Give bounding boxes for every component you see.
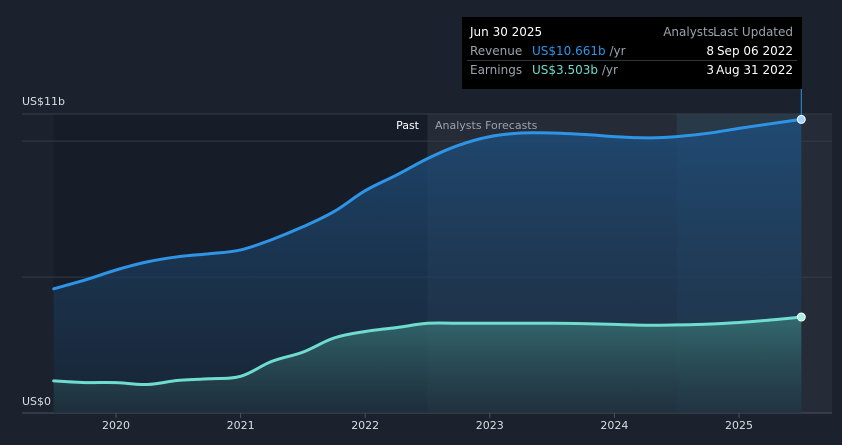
revenue-point-2 [114,268,119,273]
tooltip-card: Jun 30 2025 Analysts Last Updated Revenu… [462,17,802,89]
x-tick-label-2022: 2022 [351,419,379,432]
earnings-point-12 [425,321,430,326]
x-tick-label-2025: 2025 [725,419,753,432]
earnings-line [52,315,803,387]
tooltip-earnings-value-group: US$3.503b /yr [532,61,618,80]
revenue-line [52,117,803,291]
revenue-point-11 [394,173,399,178]
tooltip-revenue-updated: Sep 06 2022 [716,44,793,58]
revenue-point-13 [456,143,461,148]
forecast-label: Analysts Forecasts [435,119,538,132]
earnings-point-18 [612,322,617,327]
earnings-point-10 [363,329,368,334]
revenue-point-19 [643,135,648,140]
earnings-point-4 [176,378,181,383]
earnings-point-3 [145,382,150,387]
tooltip-divider [467,60,797,61]
revenue-point-18 [612,134,617,139]
earnings-point-16 [550,321,555,326]
earnings-point-21 [705,322,710,327]
tooltip-earnings-updated: Aug 31 2022 [716,63,793,77]
earnings-point-17 [581,321,586,326]
revenue-point-12 [425,156,430,161]
earnings-point-24[interactable] [796,312,806,322]
tooltip-earnings-unit: /yr [598,63,618,77]
revenue-point-21 [705,131,710,136]
tooltip-date: Jun 30 2025 [470,25,543,39]
earnings-point-1 [82,380,87,385]
revenue-point-14 [487,134,492,139]
revenue-point-9 [332,209,337,214]
revenue-point-6 [238,247,243,252]
earnings-point-15 [518,321,523,326]
earnings-point-5 [207,376,212,381]
y-tick-label-zero: US$0 [22,395,51,408]
revenue-point-4 [176,254,181,259]
revenue-point-10 [363,188,368,193]
tooltip-earnings-label: Earnings [470,63,523,77]
tooltip-revenue-value: US$10.661b [532,44,606,58]
earnings-point-11 [394,325,399,330]
y-tick-label-top: US$11b [22,95,65,108]
revenue-point-17 [581,132,586,137]
revenue-point-7 [269,237,274,242]
earnings-point-0 [51,378,56,383]
tooltip-revenue-analysts: 8 [706,44,714,58]
revenue-point-23 [768,121,773,126]
tooltip-earnings-analysts: 3 [706,63,714,77]
tooltip-updated-header: Last Updated [713,25,793,39]
past-label: Past [396,119,420,132]
x-tick-label-2020: 2020 [102,419,130,432]
tooltip-header-row: Jun 30 2025 Analysts Last Updated [462,23,802,42]
revenue-point-5 [207,251,212,256]
x-tick-label-2024: 2024 [600,419,628,432]
earnings-point-13 [456,321,461,326]
revenue-point-16 [550,131,555,136]
tooltip-earnings-row: Earnings US$3.503b /yr 3 Aug 31 2022 [462,61,802,80]
revenue-point-1 [82,278,87,283]
tooltip-analysts-header: Analysts [663,25,714,39]
revenue-point-0 [51,286,56,291]
x-tick-label-2021: 2021 [227,419,255,432]
tooltip-revenue-value-group: US$10.661b /yr [532,42,626,61]
earnings-point-2 [114,380,119,385]
revenue-point-3 [145,259,150,264]
earnings-point-23 [768,318,773,323]
earnings-point-20 [674,322,679,327]
revenue-point-22 [737,126,742,131]
revenue-point-24[interactable] [796,114,806,124]
earnings-area [53,317,802,413]
revenue-point-8 [300,224,305,229]
earnings-point-7 [269,359,274,364]
earnings-point-14 [487,321,492,326]
tooltip-revenue-unit: /yr [605,44,626,58]
earnings-point-19 [643,323,648,328]
revenue-point-20 [674,134,679,139]
earnings-point-9 [332,335,337,340]
x-tick-label-2023: 2023 [476,419,504,432]
tooltip-revenue-row: Revenue US$10.661b /yr 8 Sep 06 2022 [462,42,802,61]
earnings-point-8 [300,350,305,355]
tooltip-earnings-value: US$3.503b [532,63,599,77]
tooltip-revenue-label: Revenue [470,44,523,58]
earnings-point-6 [238,374,243,379]
earnings-point-22 [737,320,742,325]
